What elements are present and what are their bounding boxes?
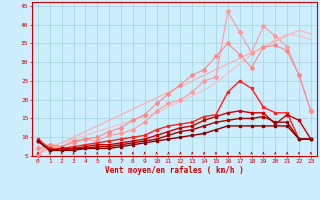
X-axis label: Vent moyen/en rafales ( km/h ): Vent moyen/en rafales ( km/h ) — [105, 166, 244, 175]
